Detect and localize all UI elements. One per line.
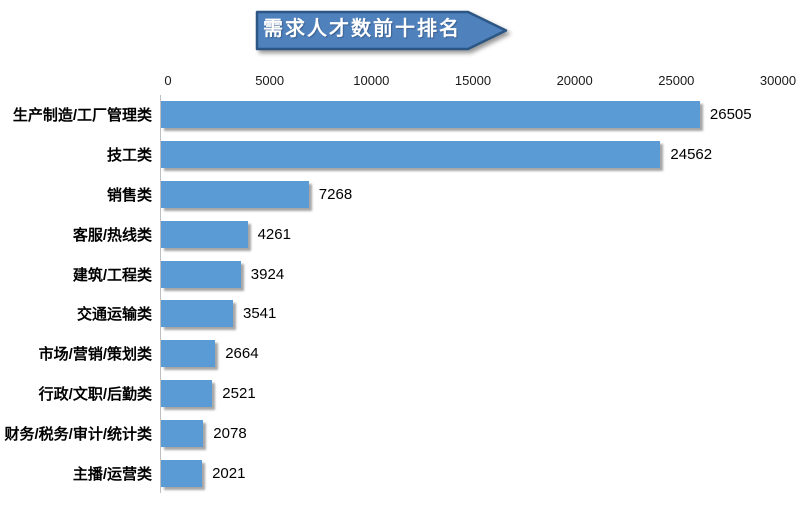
value-label: 7268 <box>318 185 353 203</box>
banner-arrow-icon <box>255 10 508 51</box>
title-banner: 需求人才数前十排名 <box>255 10 509 51</box>
category-label: 主播/运营类 <box>72 465 152 483</box>
chart-row: 交通运输类 3541 <box>0 293 802 334</box>
bar-track: 3924 <box>160 254 802 294</box>
bar <box>161 419 204 447</box>
bar <box>161 379 213 407</box>
chart-row: 财务/税务/审计/统计类 2078 <box>0 413 802 454</box>
chart-row: 生产制造/工厂管理类 26505 <box>0 95 802 135</box>
category-label: 市场/营销/策划类 <box>38 346 152 364</box>
chart-row: 行政/文职/后勤类 2521 <box>0 373 802 414</box>
bar-track: 2078 <box>160 413 802 454</box>
category-label: 技工类 <box>106 147 152 165</box>
bar <box>161 101 700 129</box>
chart-row: 建筑/工程类 3924 <box>0 254 802 294</box>
category-label: 客服/热线类 <box>72 226 152 244</box>
x-axis-tick-label: 10000 <box>353 73 390 88</box>
chart-title: 需求人才数前十排名 <box>263 18 461 40</box>
value-label: 2521 <box>222 384 256 402</box>
chart-row: 市场/营销/策划类 2664 <box>0 333 802 374</box>
x-axis-tick-label: 20000 <box>556 73 593 88</box>
bar <box>161 300 233 328</box>
category-label: 建筑/工程类 <box>72 266 152 284</box>
chart-row: 销售类 7268 <box>0 174 802 215</box>
category-label: 行政/文职/后勤类 <box>38 385 152 403</box>
bar <box>161 141 661 169</box>
bar <box>161 220 248 248</box>
value-label: 2664 <box>225 345 259 363</box>
category-label: 财务/税务/审计/统计类 <box>4 425 152 443</box>
bar-track: 2521 <box>160 373 802 414</box>
value-label: 24562 <box>670 146 713 164</box>
bar <box>161 459 203 487</box>
chart-row: 客服/热线类 4261 <box>0 214 802 255</box>
plot-rows: 生产制造/工厂管理类 26505 技工类 24562 销售类 7268 客服/热线类 4261… <box>0 95 802 493</box>
value-label: 4261 <box>257 225 291 243</box>
x-axis-ticks: 0 5000 10000 15000 20000 25000 30000 <box>164 73 796 91</box>
x-axis-tick-label: 15000 <box>454 73 492 88</box>
bar-track: 7268 <box>160 174 802 215</box>
x-axis-tick-label: 25000 <box>658 73 695 88</box>
chart-row: 主播/运营类 2021 <box>0 453 802 493</box>
bar <box>161 340 216 368</box>
value-label: 26505 <box>709 106 752 124</box>
bar <box>161 180 309 208</box>
value-label: 3924 <box>250 265 285 283</box>
bar-track: 3541 <box>160 293 802 334</box>
value-label: 2078 <box>213 424 247 442</box>
x-axis-tick-label: 0 <box>164 73 172 88</box>
bar-track: 4261 <box>160 214 802 255</box>
value-label: 3541 <box>243 305 277 323</box>
x-axis-tick-label: 30000 <box>759 73 797 88</box>
bar-track: 2021 <box>160 453 802 493</box>
bar-track: 26505 <box>160 95 802 135</box>
chart-row: 技工类 24562 <box>0 134 802 175</box>
category-label: 生产制造/工厂管理类 <box>12 107 152 125</box>
bar <box>161 260 241 288</box>
value-label: 2021 <box>212 464 246 482</box>
x-axis-tick-label: 5000 <box>255 73 285 88</box>
bar-track: 24562 <box>160 134 802 175</box>
category-label: 交通运输类 <box>76 306 152 324</box>
category-label: 销售类 <box>106 186 152 204</box>
bar-track: 2664 <box>160 333 802 374</box>
